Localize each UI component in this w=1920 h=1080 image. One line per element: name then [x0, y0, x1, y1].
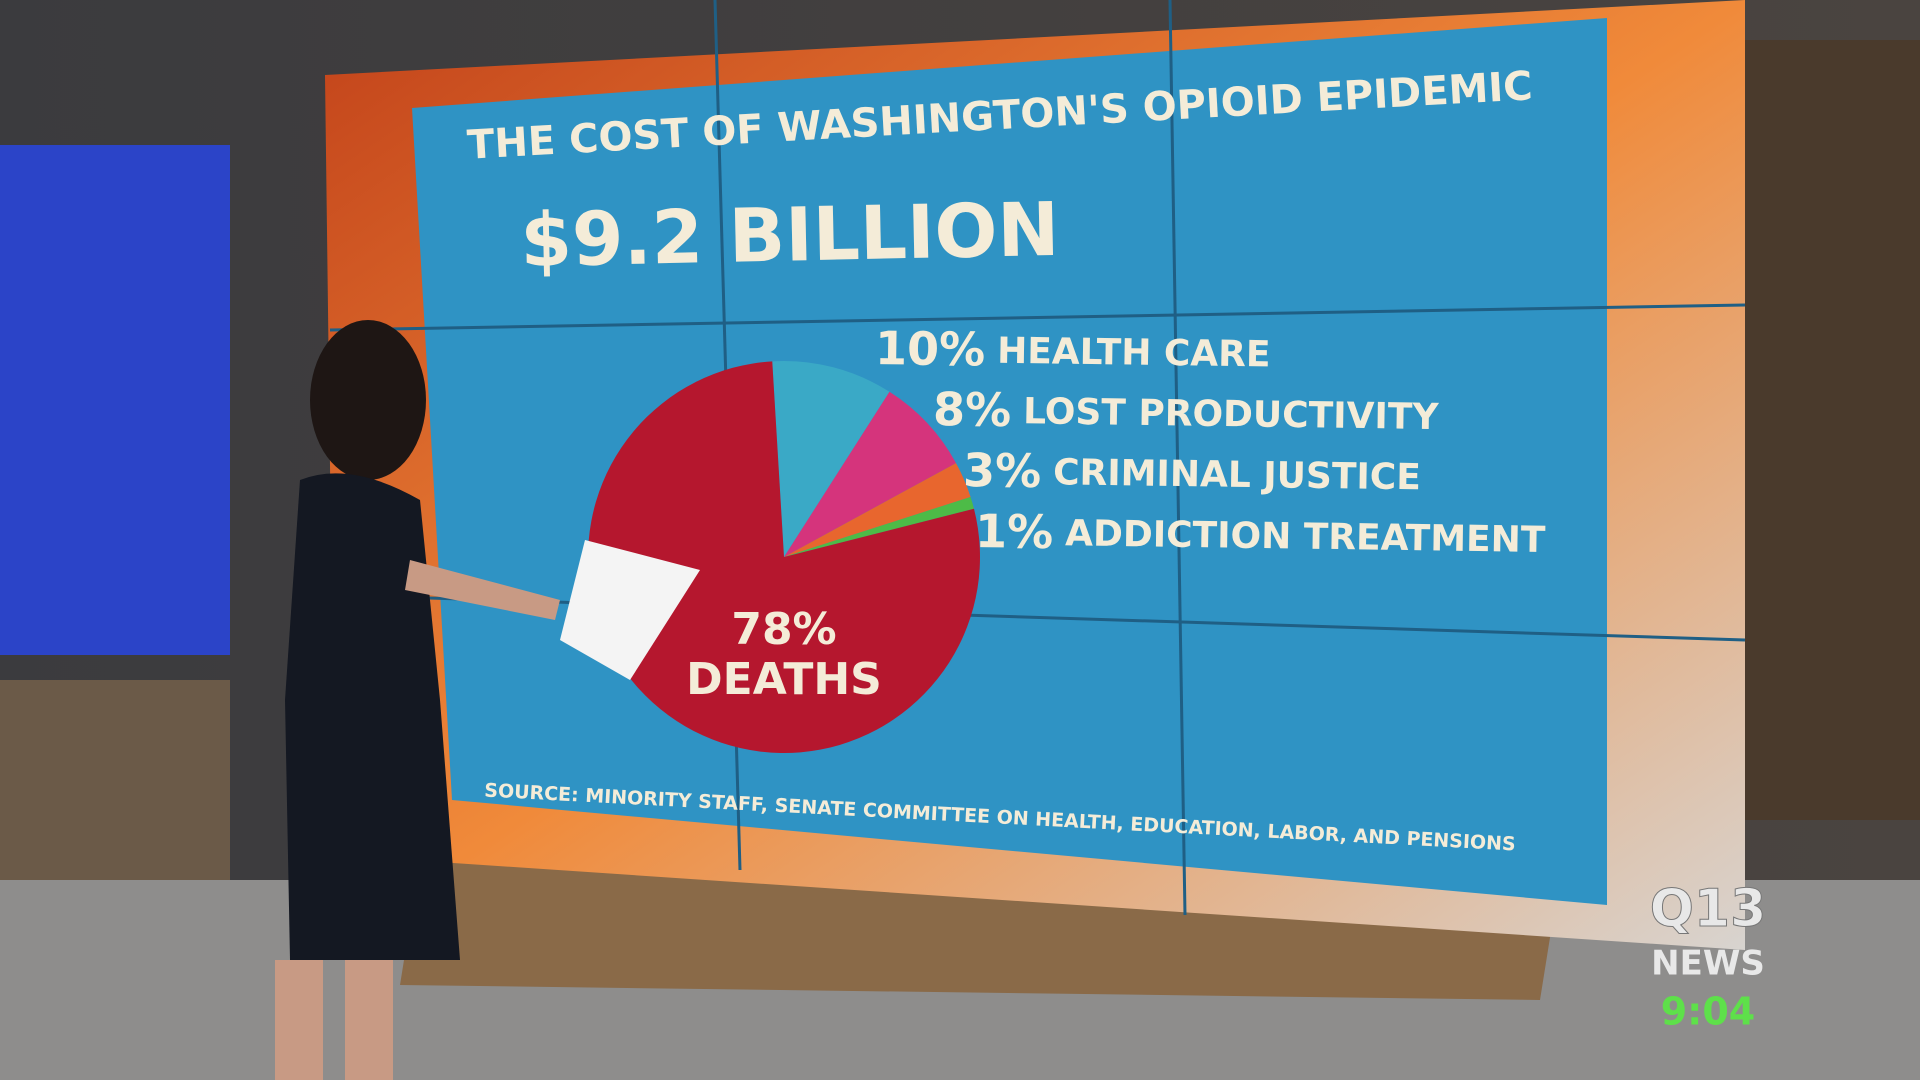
slice-percent: 78%: [731, 604, 836, 655]
clock: 9:04: [1661, 990, 1756, 1034]
pie-slice: [587, 361, 980, 753]
pie-slice: [772, 361, 890, 557]
slice-label: 78% DEATHS: [686, 604, 882, 705]
pie-slice: [784, 391, 957, 557]
pie-slice: [784, 496, 974, 557]
slice-label: 8% LOST PRODUCTIVITY: [933, 382, 1440, 443]
slice-label: 3% CRIMINAL JUSTICE: [963, 443, 1422, 503]
pie-slice: [784, 463, 971, 557]
stone-wall: [0, 680, 230, 880]
wood-panel: [1745, 40, 1920, 820]
slice-label: 10% HEALTH CARE: [875, 321, 1271, 381]
slice-category: HEALTH CARE: [997, 331, 1271, 376]
slice-category: DEATHS: [686, 654, 882, 705]
presenter: [275, 320, 700, 1080]
chart-subtitle: $9.2 BILLION: [520, 187, 1061, 284]
slice-percent: 8%: [933, 382, 1012, 437]
logo-q13: Q13: [1650, 879, 1767, 939]
slice-category: ADDICTION TREATMENT: [1065, 513, 1546, 561]
slice-category: CRIMINAL JUSTICE: [1053, 452, 1421, 498]
side-screen: [0, 145, 230, 655]
logo-news: NEWS: [1651, 944, 1765, 984]
slice-label: 1% ADDICTION TREATMENT: [975, 504, 1547, 566]
slice-percent: 10%: [875, 321, 986, 377]
slice-percent: 3%: [963, 443, 1042, 498]
slice-percent: 1%: [975, 504, 1054, 559]
slice-category: LOST PRODUCTIVITY: [1023, 391, 1440, 438]
